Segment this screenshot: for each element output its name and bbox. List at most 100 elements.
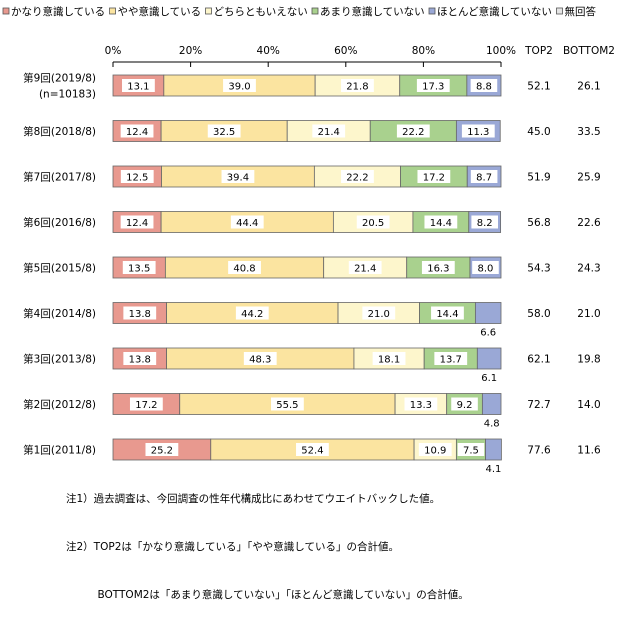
x-tick-label: 100% bbox=[486, 45, 516, 57]
data-label: 21.8 bbox=[346, 82, 368, 93]
category-label: 第8回(2018/8) bbox=[23, 125, 96, 138]
data-label: 17.2 bbox=[423, 173, 445, 184]
data-label-box bbox=[472, 261, 499, 274]
data-label: 40.8 bbox=[233, 264, 255, 275]
data-label-box bbox=[122, 79, 155, 92]
data-label-box bbox=[418, 443, 452, 456]
x-tick-label: 60% bbox=[334, 45, 357, 57]
data-label: 10.9 bbox=[424, 446, 446, 457]
data-label: 4.8 bbox=[484, 419, 500, 430]
bar-segment bbox=[474, 302, 502, 324]
data-label-box bbox=[123, 306, 157, 320]
category-label: 第5回(2015/8) bbox=[23, 262, 96, 275]
category-sublabel: (n=10183) bbox=[39, 89, 96, 101]
data-label-box bbox=[312, 124, 346, 138]
data-label-box bbox=[356, 215, 390, 229]
category-label: 第3回(2013/8) bbox=[23, 353, 96, 366]
data-label: 44.2 bbox=[241, 309, 263, 320]
data-label-box bbox=[461, 124, 495, 138]
stacked-bar-chart: かなり意識している やや意識している どちらともいえない あまり意識していない ほとんど… bbox=[2, 5, 615, 475]
x-axis: 0% 20% 40% 60% 80% 100% bbox=[105, 45, 516, 67]
data-label-box bbox=[417, 170, 451, 183]
footnote-1: 注1）過去調査は、今回調査の性年代構成比にあわせてウエイトバックした値。 bbox=[66, 493, 441, 505]
summary-value: 54.3 bbox=[527, 263, 550, 275]
footnote-2: 注2）TOP2は「かなり意識している」「やや意識している」の合計値。 bbox=[66, 541, 399, 553]
bar-segment bbox=[476, 347, 502, 370]
category-label: 第9回(2019/8) bbox=[23, 72, 96, 85]
data-label: 22.2 bbox=[346, 173, 368, 184]
summary-value: 77.6 bbox=[527, 445, 551, 457]
summary-header: TOP2 bbox=[524, 45, 553, 57]
data-label: 9.2 bbox=[457, 400, 473, 411]
data-label: 44.4 bbox=[236, 218, 258, 229]
data-label: 8.7 bbox=[476, 173, 492, 184]
data-label-box bbox=[424, 215, 458, 229]
data-label: 13.8 bbox=[129, 355, 151, 366]
bar-segment bbox=[485, 438, 502, 461]
category-labels: 第9回(2019/8) (n=10183) 第8回(2018/8) 第7回(2017/… bbox=[23, 72, 96, 457]
data-label-box bbox=[470, 79, 498, 92]
data-label: 18.1 bbox=[378, 355, 400, 366]
legend-swatch bbox=[556, 7, 563, 15]
data-label-box bbox=[296, 443, 329, 456]
data-label-box bbox=[207, 124, 241, 138]
data-label-box bbox=[362, 306, 396, 320]
data-label-box bbox=[122, 261, 156, 274]
data-label-box bbox=[341, 170, 374, 183]
data-label-box bbox=[431, 306, 464, 320]
data-label-box bbox=[120, 124, 154, 138]
data-label: 16.3 bbox=[427, 264, 449, 275]
data-label: 21.0 bbox=[368, 309, 390, 320]
data-label-box bbox=[228, 261, 261, 274]
data-label: 8.0 bbox=[478, 264, 494, 275]
data-label: 13.8 bbox=[129, 309, 151, 320]
data-label: 6.6 bbox=[480, 328, 496, 339]
data-label-box bbox=[421, 261, 455, 274]
data-label: 52.4 bbox=[301, 446, 323, 457]
data-label: 13.1 bbox=[127, 82, 149, 93]
legend-swatch bbox=[311, 7, 319, 15]
x-tick-label: 80% bbox=[412, 45, 435, 57]
data-label-box bbox=[451, 397, 478, 411]
data-label: 8.8 bbox=[476, 82, 492, 93]
data-label: 6.1 bbox=[481, 373, 497, 384]
summary-value: 19.8 bbox=[577, 354, 600, 366]
data-label: 22.2 bbox=[402, 127, 424, 138]
data-label-box bbox=[396, 124, 430, 138]
summary-value: 25.9 bbox=[577, 172, 600, 184]
data-label: 12.4 bbox=[126, 127, 148, 138]
legend-swatch bbox=[205, 7, 212, 15]
data-label: 17.3 bbox=[422, 82, 444, 93]
data-label-box bbox=[120, 215, 154, 229]
legend-swatch bbox=[428, 7, 436, 15]
footnote-3: BOTTOM2は「あまり意識していない」「ほとんど意識していない」の合計値。 bbox=[66, 589, 469, 601]
summary-value: 14.0 bbox=[577, 399, 600, 411]
data-label: 13.7 bbox=[440, 355, 462, 366]
summary-value: 72.7 bbox=[527, 399, 550, 411]
data-label: 25.2 bbox=[151, 446, 173, 457]
bars: 13.1 39.0 21.8 17.3 8.8 12.4 32.5 21.4 22.2 11.3 1… bbox=[112, 74, 502, 475]
data-label-box bbox=[404, 397, 438, 411]
summary-header: BOTTOM2 bbox=[563, 45, 615, 57]
legend-label: あまり意識していない bbox=[320, 5, 425, 18]
summary-value: 24.3 bbox=[577, 263, 600, 275]
x-tick-label: 0% bbox=[105, 45, 122, 57]
summary-value: 26.1 bbox=[577, 81, 600, 93]
data-label-box bbox=[120, 170, 154, 183]
data-label-box bbox=[271, 397, 304, 411]
data-label: 14.4 bbox=[436, 309, 458, 320]
summary-value: 45.0 bbox=[527, 126, 550, 138]
summary-value: 11.6 bbox=[577, 445, 601, 457]
data-label-box bbox=[230, 215, 264, 229]
data-label-box bbox=[348, 261, 382, 274]
data-label-box bbox=[223, 79, 256, 92]
data-label-box bbox=[243, 352, 277, 365]
data-label-box bbox=[129, 397, 163, 411]
summary-columns: TOP2 BOTTOM2 52.1 26.1 45.0 33.5 51.9 25.9 56.8 2… bbox=[524, 45, 615, 457]
category-label: 第4回(2014/8) bbox=[23, 307, 96, 320]
data-label-box bbox=[145, 443, 179, 456]
data-label: 48.3 bbox=[249, 355, 271, 366]
data-label: 13.3 bbox=[410, 400, 432, 411]
summary-value: 33.5 bbox=[577, 126, 600, 138]
data-label: 4.1 bbox=[485, 464, 501, 475]
